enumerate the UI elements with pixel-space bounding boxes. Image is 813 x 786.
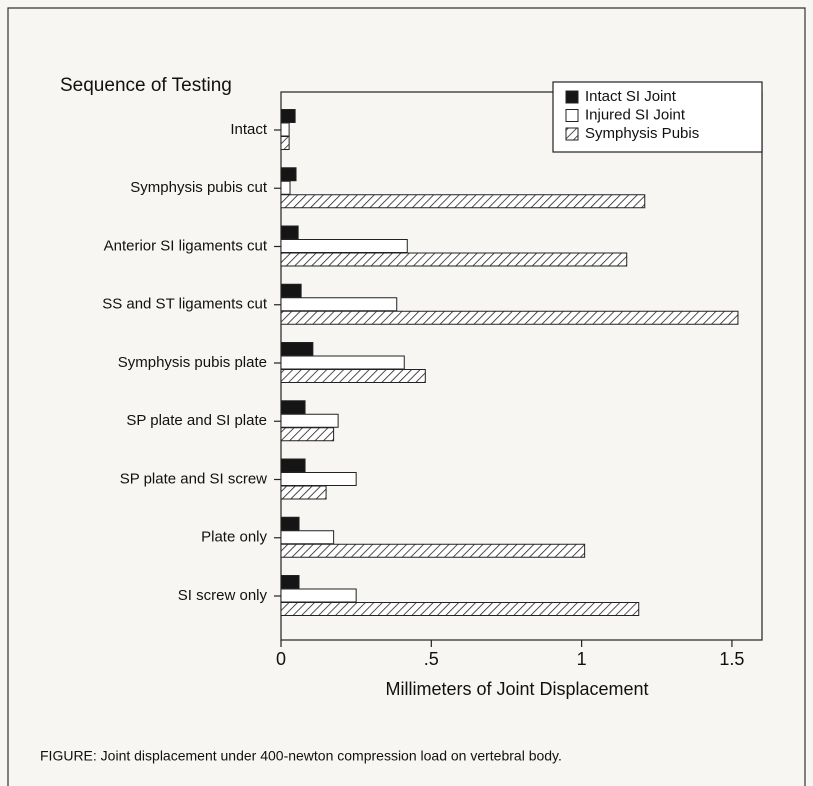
bar — [280, 225, 299, 240]
bar — [280, 180, 291, 195]
bar — [280, 588, 357, 603]
legend-swatch — [565, 90, 579, 104]
bar — [280, 136, 290, 150]
bar — [280, 472, 357, 486]
bar — [280, 427, 335, 442]
y-tick-label: SP plate and SI plate — [126, 412, 267, 429]
bar — [280, 310, 739, 325]
bar — [280, 530, 335, 545]
bar — [280, 485, 327, 500]
x-tick-label: 0 — [276, 649, 286, 669]
bar — [280, 239, 408, 253]
legend-label: Intact SI Joint — [585, 88, 677, 105]
bar — [280, 400, 306, 415]
frame — [7, 7, 806, 786]
bar — [280, 602, 640, 616]
y-tick-label: SI screw only — [178, 587, 268, 604]
y-tick-label: Intact — [230, 121, 268, 138]
x-tick-label: 1.5 — [719, 649, 744, 669]
legend-label: Symphysis Pubis — [585, 125, 699, 142]
bar — [280, 252, 628, 267]
bar — [280, 297, 398, 312]
x-tick-label: 1 — [577, 649, 587, 669]
bar — [280, 122, 290, 137]
bar — [280, 283, 302, 298]
bar — [280, 458, 306, 473]
bar — [280, 194, 646, 209]
legend-swatch — [565, 127, 579, 141]
legend-label: Injured SI Joint — [585, 106, 686, 123]
axis-title: Sequence of Testing — [60, 75, 232, 96]
bar — [280, 355, 405, 370]
bar — [280, 369, 426, 383]
bar — [280, 543, 586, 558]
bar — [280, 342, 314, 356]
bar — [280, 413, 339, 428]
legend-swatch — [565, 109, 579, 122]
legend-box — [552, 81, 763, 153]
y-tick-label: SP plate and SI screw — [120, 470, 267, 487]
bar — [280, 109, 296, 123]
bar — [280, 575, 300, 589]
bar — [280, 167, 297, 182]
y-tick-label: Symphysis pubis cut — [130, 179, 268, 196]
y-tick-label: Plate only — [201, 529, 267, 546]
y-tick-label: Symphysis pubis plate — [118, 354, 267, 371]
x-tick-label: .5 — [424, 649, 439, 669]
bar — [280, 516, 300, 531]
y-tick-label: SS and ST ligaments cut — [102, 296, 268, 313]
y-tick-label: Anterior SI ligaments cut — [104, 237, 268, 254]
x-axis-label: Millimeters of Joint Displacement — [385, 679, 648, 699]
caption: FIGURE: Joint displacement under 400-new… — [40, 748, 562, 764]
